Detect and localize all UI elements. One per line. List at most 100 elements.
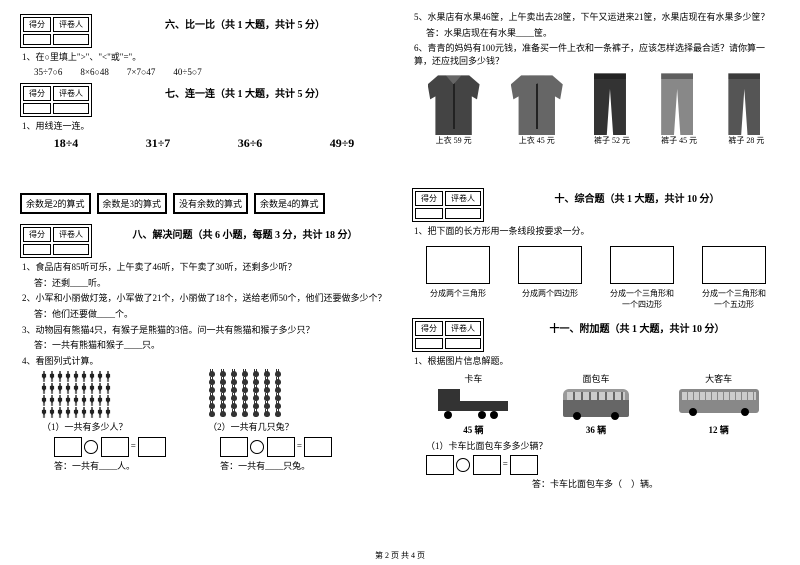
jacket-icon xyxy=(428,75,480,135)
compare-item: 7×7○47 xyxy=(127,67,156,77)
equation: 18÷4 xyxy=(54,136,79,151)
cloth-label: 裤子 52 元 xyxy=(594,135,630,146)
pants-icon xyxy=(728,73,760,135)
reviewer-label: 评卷人 xyxy=(53,17,89,32)
s10-q1: 1、把下面的长方形用一条线段按要求一分。 xyxy=(414,225,780,238)
rectangle xyxy=(518,246,582,284)
pants-icon xyxy=(594,73,626,135)
calc-box xyxy=(473,455,501,475)
compare-item: 40÷5○7 xyxy=(173,67,201,77)
page: 得分评卷人 六、比一比（共 1 大题，共计 5 分） 1、在○里填上">"、"<… xyxy=(0,0,800,502)
section-7-title: 七、连一连（共 1 大题，共计 5 分） xyxy=(102,85,388,100)
pants-icon xyxy=(661,73,693,135)
equation: 49÷9 xyxy=(330,136,355,151)
calc-box xyxy=(101,437,129,457)
right-column: 5、水果店有水果46筐，上午卖出去28筐，下午又运进来21筐，水果店现在有水果多… xyxy=(412,8,780,494)
vehicle-count: 36 辆 xyxy=(551,423,641,436)
vehicle-count: 12 辆 xyxy=(674,423,764,436)
s7-q1: 1、用线连一连。 xyxy=(22,120,388,133)
compare-item: 8×6○48 xyxy=(80,67,109,77)
vehicle-count: 45 辆 xyxy=(428,423,518,436)
s11-sub1: （1）卡车比面包车多多少辆？ xyxy=(426,440,780,453)
calc-box xyxy=(220,437,248,457)
s6-q1: 1、在○里填上">"、"<"或"="。 xyxy=(22,51,388,64)
section-11-head: 得分评卷人 十一、附加题（共 1 大题，共计 10 分） xyxy=(412,318,780,352)
rect-item: 分成两个三角形 xyxy=(426,246,490,310)
equation: 31÷7 xyxy=(146,136,171,151)
bus-icon xyxy=(563,389,629,417)
section-10-title: 十、综合题（共 1 大题，共计 10 分） xyxy=(494,190,780,205)
cloth-label: 裤子 28 元 xyxy=(728,135,764,146)
left-column: 得分评卷人 六、比一比（共 1 大题，共计 5 分） 1、在○里填上">"、"<… xyxy=(20,8,388,494)
rect-label: 分成一个三角形和一个五边形 xyxy=(702,288,766,310)
formula-boxes: 余数是2的算式 余数是3的算式 没有余数的算式 余数是4的算式 xyxy=(20,193,388,214)
s11-sub1-answer: 答：卡车比面包车多（ ）辆。 xyxy=(532,478,780,491)
formula-box: 余数是3的算式 xyxy=(97,193,168,214)
calc-box xyxy=(138,437,166,457)
op-circle xyxy=(456,458,470,472)
s8-q2-answer: 答：他们还要做____个。 xyxy=(34,308,388,321)
vehicle-counts: 45 辆 36 辆 12 辆 xyxy=(412,423,780,436)
rect-item: 分成一个三角形和一个五边形 xyxy=(702,246,766,310)
score-label: 得分 xyxy=(23,17,51,32)
cloth-item: 上衣 59 元 xyxy=(428,75,480,146)
rectangle xyxy=(702,246,766,284)
vehicle-name: 面包车 xyxy=(551,372,641,385)
section-6-head: 得分评卷人 六、比一比（共 1 大题，共计 5 分） xyxy=(20,14,388,48)
people-grid xyxy=(40,370,112,418)
rabbit-grid xyxy=(206,370,283,418)
section-11-title: 十一、附加题（共 1 大题，共计 10 分） xyxy=(494,320,780,335)
rectangle xyxy=(426,246,490,284)
op-circle xyxy=(250,440,264,454)
s8-q6: 6、青青的妈妈有100元钱，准备买一件上衣和一条裤子，应该怎样选择最合适？请你算… xyxy=(414,42,780,67)
section-7-head: 得分评卷人 七、连一连（共 1 大题，共计 5 分） xyxy=(20,83,388,117)
cloth-item: 裤子 28 元 xyxy=(728,73,764,146)
section-6-title: 六、比一比（共 1 大题，共计 5 分） xyxy=(102,16,388,31)
cloth-label: 上衣 45 元 xyxy=(511,135,563,146)
score-box: 得分评卷人 xyxy=(20,14,92,48)
rect-label: 分成一个三角形和一个四边形 xyxy=(610,288,674,310)
s8-q2: 2、小军和小丽做灯笼，小军做了21个，小丽做了18个，送给老师50个，他们还要做… xyxy=(22,292,388,305)
rect-item: 分成一个三角形和一个四边形 xyxy=(610,246,674,310)
s8-q4-1-answer: 答：一共有____人。 xyxy=(54,460,166,473)
s8-q3-answer: 答：一共有熊猫和猴子____只。 xyxy=(34,339,388,352)
cloth-item: 裤子 52 元 xyxy=(594,73,630,146)
op-circle xyxy=(84,440,98,454)
formula-box: 余数是2的算式 xyxy=(20,193,91,214)
s8-q3: 3、动物园有熊猫4只，有猴子是熊猫的3倍。问一共有熊猫和猴子多少只？ xyxy=(22,324,388,337)
score-box: 得分评卷人 xyxy=(20,224,92,258)
calc-box xyxy=(267,437,295,457)
vehicle-name: 卡车 xyxy=(428,372,518,385)
s6-items: 35÷7○6 8×6○48 7×7○47 40÷5○7 xyxy=(34,67,388,77)
section-8-head: 得分评卷人 八、解决问题（共 6 小题，每题 3 分，共计 18 分） xyxy=(20,224,388,258)
s8-q5: 5、水果店有水果46筐，上午卖出去28筐，下午又运进来21筐，水果店现在有水果多… xyxy=(414,11,780,24)
s8-q4-1: （1）一共有多少人？ xyxy=(42,421,166,434)
calc-box xyxy=(54,437,82,457)
formula-box: 余数是4的算式 xyxy=(254,193,325,214)
rabbit-figure: （2）一共有几只兔？ = 答：一共有____只兔。 xyxy=(206,370,332,475)
calc-box xyxy=(510,455,538,475)
rect-label: 分成两个四边形 xyxy=(518,288,582,299)
cloth-item: 上衣 45 元 xyxy=(511,75,563,146)
rect-row: 分成两个三角形 分成两个四边形 分成一个三角形和一个四边形 分成一个三角形和一个… xyxy=(412,246,780,310)
rect-label: 分成两个三角形 xyxy=(426,288,490,299)
section-8-title: 八、解决问题（共 6 小题，每题 3 分，共计 18 分） xyxy=(102,226,388,241)
s8-q4-2: （2）一共有几只兔？ xyxy=(208,421,332,434)
vehicle-names: 卡车 面包车 大客车 xyxy=(412,372,780,385)
formula-box: 没有余数的算式 xyxy=(173,193,248,214)
vehicle-name: 大客车 xyxy=(674,372,764,385)
s8-q4-2-answer: 答：一共有____只兔。 xyxy=(220,460,332,473)
s11-q1: 1、根据图片信息解题。 xyxy=(414,355,780,368)
calc-box xyxy=(304,437,332,457)
coach-icon xyxy=(679,389,759,413)
rect-item: 分成两个四边形 xyxy=(518,246,582,310)
vehicle-icons xyxy=(412,389,780,419)
cloth-label: 上衣 59 元 xyxy=(428,135,480,146)
equation-row: 18÷4 31÷7 36÷6 49÷9 xyxy=(20,136,388,151)
compare-item: 35÷7○6 xyxy=(34,67,62,77)
section-10-head: 得分评卷人 十、综合题（共 1 大题，共计 10 分） xyxy=(412,188,780,222)
s8-q1: 1、食品店有85听可乐，上午卖了46听，下午卖了30听，还剩多少听？ xyxy=(22,261,388,274)
calc-row: = xyxy=(426,455,780,475)
truck-icon xyxy=(438,389,508,419)
people-figure: （1）一共有多少人？ = 答：一共有____人。 xyxy=(40,370,166,475)
